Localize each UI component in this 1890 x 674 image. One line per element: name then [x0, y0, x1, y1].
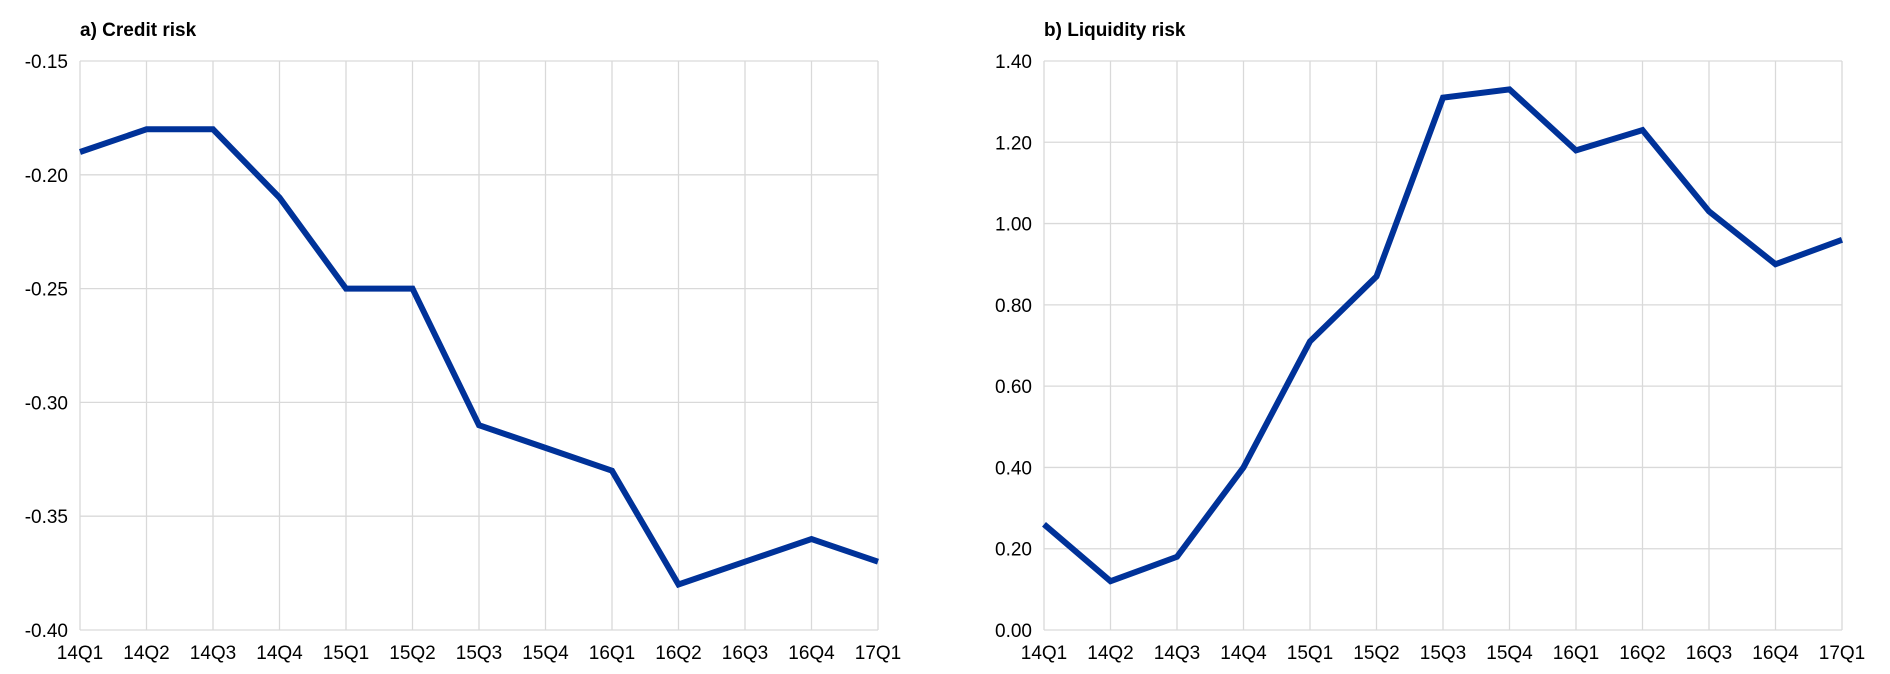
liquidity-risk-y-tick-label: 1.20	[995, 133, 1032, 154]
liquidity-risk-x-tick-label: 15Q3	[1420, 643, 1466, 664]
liquidity-risk-chart: b) Liquidity risk 0.00 0.20 0.40 0.60 0.80 1.…	[995, 20, 1865, 664]
credit-risk-chart: a) Credit risk -0.40 -0.35 -0.30 -0.25 -0.20…	[25, 20, 902, 664]
credit-risk-y-tick-label: -0.15	[25, 52, 68, 73]
credit-risk-y-tick-label: -0.35	[25, 507, 68, 528]
credit-risk-x-tick-label: 15Q2	[389, 643, 435, 664]
credit-risk-chart-title: a) Credit risk	[80, 20, 197, 41]
liquidity-risk-x-tick-label: 16Q3	[1686, 643, 1732, 664]
credit-risk-y-tick-label: -0.20	[25, 166, 68, 187]
liquidity-risk-x-tick-label: 14Q2	[1087, 643, 1133, 664]
liquidity-risk-y-tick-label: 1.00	[995, 215, 1032, 236]
liquidity-risk-x-tick-label: 17Q1	[1819, 643, 1865, 664]
credit-risk-y-tick-label: -0.30	[25, 393, 68, 414]
credit-risk-x-tick-label: 15Q1	[323, 643, 369, 664]
liquidity-risk-x-tick-label: 15Q4	[1486, 643, 1533, 664]
liquidity-risk-x-tick-label: 16Q2	[1619, 643, 1665, 664]
credit-risk-x-tick-label: 15Q3	[456, 643, 502, 664]
liquidity-risk-y-tick-label: 0.20	[995, 540, 1032, 561]
credit-risk-x-tick-label: 16Q1	[589, 643, 635, 664]
credit-risk-x-tick-label: 14Q3	[190, 643, 236, 664]
liquidity-risk-x-tick-label: 14Q4	[1220, 643, 1267, 664]
liquidity-risk-series-line	[1042, 86, 1844, 585]
liquidity-risk-x-tick-label: 14Q1	[1021, 643, 1067, 664]
liquidity-risk-y-tick-label: 0.40	[995, 458, 1032, 479]
credit-risk-y-tick-label: -0.25	[25, 280, 68, 301]
liquidity-risk-x-tick-label: 16Q4	[1752, 643, 1799, 664]
liquidity-risk-x-tick-label: 14Q3	[1154, 643, 1200, 664]
liquidity-risk-x-tick-label: 15Q1	[1287, 643, 1333, 664]
liquidity-risk-y-tick-label: 0.00	[995, 621, 1032, 642]
credit-risk-x-tick-label: 14Q2	[123, 643, 169, 664]
credit-risk-x-tick-label: 16Q3	[722, 643, 768, 664]
liquidity-risk-y-tick-label: 0.80	[995, 296, 1032, 317]
liquidity-risk-y-tick-label: 0.60	[995, 377, 1032, 398]
credit-risk-x-tick-label: 16Q2	[655, 643, 701, 664]
credit-risk-x-tick-label: 15Q4	[522, 643, 569, 664]
liquidity-risk-y-tick-label: 1.40	[995, 52, 1032, 73]
liquidity-risk-x-tick-label: 15Q2	[1353, 643, 1399, 664]
credit-risk-x-tick-label: 14Q4	[256, 643, 303, 664]
credit-risk-x-tick-label: 14Q1	[57, 643, 103, 664]
credit-risk-x-tick-label: 17Q1	[855, 643, 901, 664]
liquidity-risk-chart-title: b) Liquidity risk	[1044, 20, 1186, 41]
credit-risk-x-tick-label: 16Q4	[788, 643, 835, 664]
credit-risk-series-line	[79, 126, 879, 589]
credit-risk-y-tick-label: -0.40	[25, 621, 68, 642]
liquidity-risk-x-tick-label: 16Q1	[1553, 643, 1599, 664]
